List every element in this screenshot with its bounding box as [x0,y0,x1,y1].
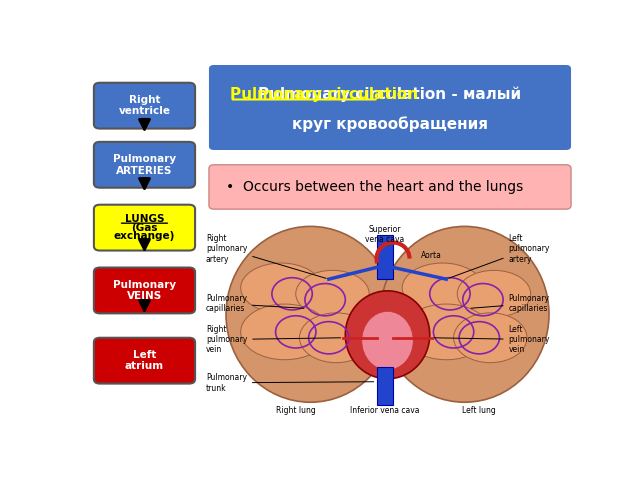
Text: (Gas: (Gas [131,223,157,233]
Text: LUNGS: LUNGS [125,214,164,224]
Text: Right
ventricle: Right ventricle [118,95,170,117]
FancyBboxPatch shape [94,204,195,251]
FancyBboxPatch shape [94,338,195,384]
FancyBboxPatch shape [209,65,571,150]
Text: Pulmonary
VEINS: Pulmonary VEINS [113,280,176,301]
Text: Left
atrium: Left atrium [125,350,164,372]
FancyBboxPatch shape [94,267,195,313]
Text: exchange): exchange) [114,231,175,241]
FancyBboxPatch shape [94,83,195,129]
Text: •  Occurs between the heart and the lungs: • Occurs between the heart and the lungs [227,180,524,194]
Text: Pulmonary circulation: Pulmonary circulation [230,87,418,102]
FancyBboxPatch shape [209,165,571,209]
Text: Pulmonary circulation - малый: Pulmonary circulation - малый [259,86,522,102]
FancyBboxPatch shape [94,142,195,188]
Text: круг кровообращения: круг кровообращения [292,117,488,132]
Text: Pulmonary
ARTERIES: Pulmonary ARTERIES [113,154,176,176]
